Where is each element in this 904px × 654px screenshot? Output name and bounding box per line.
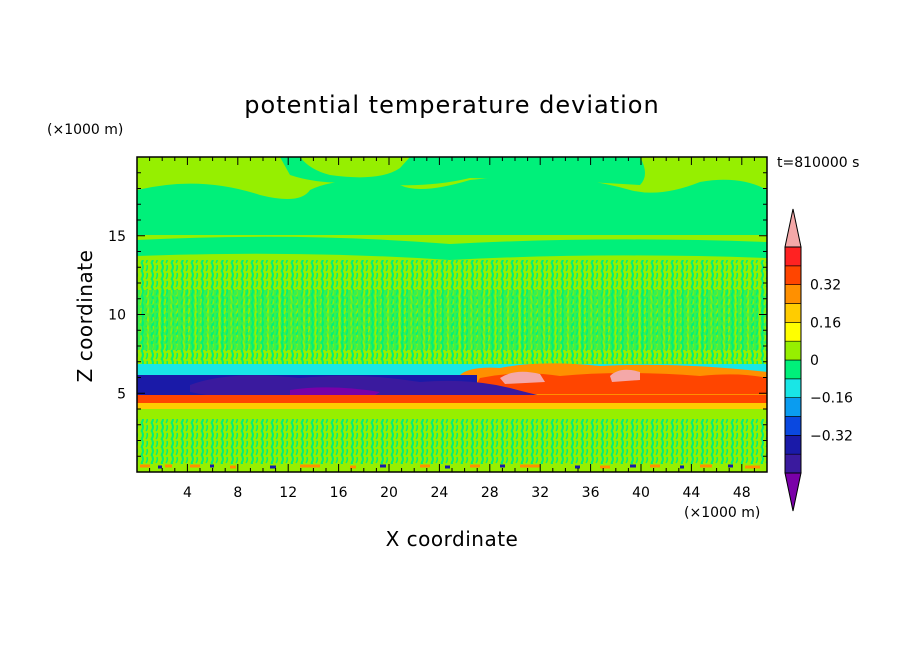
x-tick-label: 40 [632, 485, 650, 501]
colorbar-frame [784, 246, 802, 474]
layer-noisy-upper-2 [137, 290, 767, 350]
layer-band-2 [137, 236, 767, 260]
y-axis: 5 10 15 [108, 172, 767, 457]
x-tick-label: 8 [233, 485, 242, 501]
colorbar-bin [784, 340, 802, 361]
y-axis-title: Z coordinate [73, 250, 97, 383]
y-tick-label: 15 [108, 229, 126, 245]
colorbar-bin [784, 246, 802, 267]
y-tick-label: 10 [108, 308, 126, 324]
colorbar: −0.32 −0.16 0 0.16 0.32 [784, 208, 853, 512]
x-tick-label: 4 [183, 485, 192, 501]
colorbar-label: −0.32 [810, 428, 853, 444]
colorbar-bin [784, 397, 802, 417]
x-tick-label: 36 [582, 485, 600, 501]
warm-core-right [470, 373, 767, 394]
colorbar-bin [784, 378, 802, 398]
layer-orange-lower [137, 403, 767, 409]
x-axis-title: X coordinate [386, 527, 519, 551]
layer-warm-lower [137, 395, 767, 403]
surface-dots [140, 464, 760, 469]
x-tick-label: 48 [733, 485, 751, 501]
layer-cyan [137, 364, 767, 375]
colorbar-bin [784, 359, 802, 380]
colorbar-bin [784, 435, 802, 455]
colorbar-min-triangle [784, 472, 802, 512]
chart-title: potential temperature deviation [244, 91, 659, 119]
colorbar-bin [784, 453, 802, 474]
upper-cold-patch-2 [280, 157, 645, 186]
x-tick-label: 20 [380, 485, 398, 501]
colorbar-label: 0 [810, 353, 819, 369]
colorbar-label: 0.16 [810, 315, 841, 331]
time-label: t=810000 s [777, 155, 859, 171]
x-axis: 4 8 12 16 20 24 28 32 36 40 44 48 [149, 157, 755, 501]
colorbar-label: 0.32 [810, 278, 841, 294]
warm-peak-right [500, 369, 640, 384]
colorbar-max-triangle [784, 208, 802, 248]
colorbar-bin [784, 284, 802, 304]
x-tick-label: 32 [531, 485, 549, 501]
colorbar-bin [784, 322, 802, 342]
colorbar-bin [784, 303, 802, 323]
x-tick-label: 28 [481, 485, 499, 501]
x-unit-label: (×1000 m) [684, 505, 760, 521]
x-tick-label: 24 [430, 485, 448, 501]
colorbar-bin [784, 416, 802, 436]
x-tick-label: 16 [330, 485, 348, 501]
y-unit-label: (×1000 m) [47, 122, 123, 138]
upper-cold-patch [137, 176, 767, 235]
surface-dots-cold [158, 464, 733, 469]
colorbar-bin [784, 265, 802, 285]
x-tick-label: 44 [682, 485, 700, 501]
colorbar-label: −0.16 [810, 391, 853, 407]
layer-noisy-lower [137, 419, 767, 464]
contour-field [137, 157, 767, 472]
y-tick-label: 5 [117, 386, 126, 402]
x-tick-label: 12 [279, 485, 297, 501]
layer-lower-green [137, 409, 767, 419]
